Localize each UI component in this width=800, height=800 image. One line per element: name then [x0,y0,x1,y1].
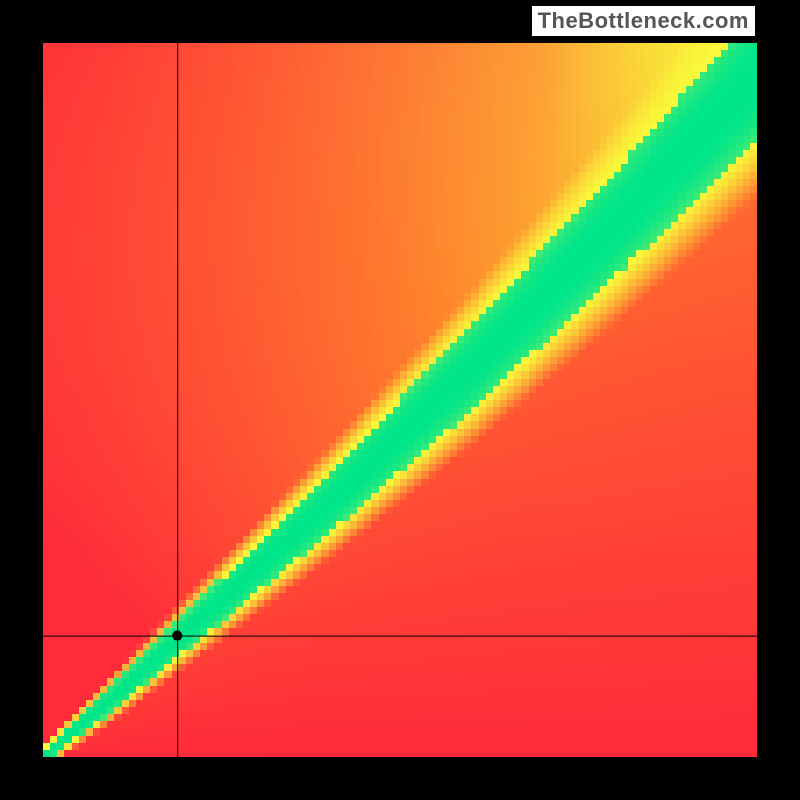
bottleneck-heatmap [0,0,800,800]
frame-left [0,0,43,800]
attribution-label: TheBottleneck.com [532,6,755,36]
frame-right [757,0,800,800]
frame-bottom [0,757,800,800]
